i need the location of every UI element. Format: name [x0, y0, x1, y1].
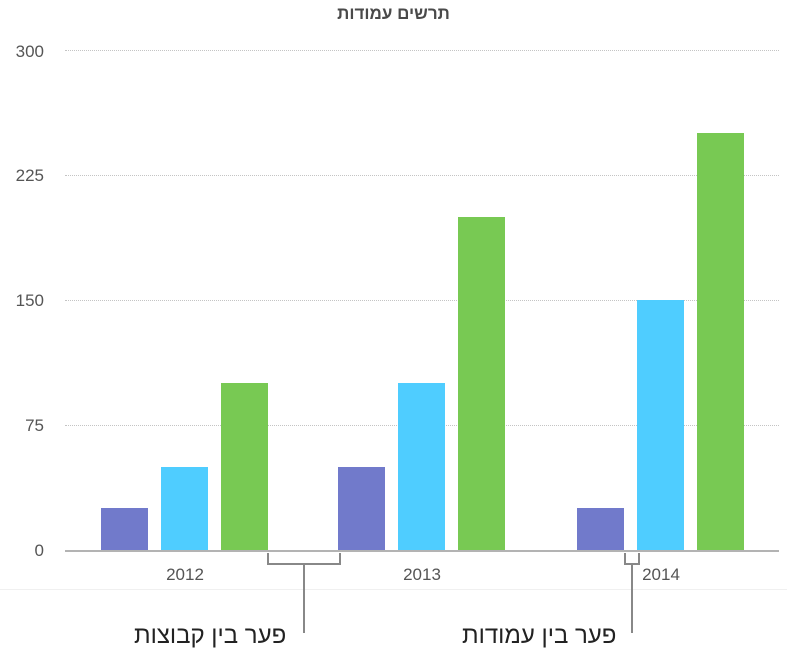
x-label-2014: 2014	[642, 565, 680, 584]
y-tick-75: 75	[25, 416, 44, 435]
x-label-2012: 2012	[166, 565, 204, 584]
group-gap-annotation: פער בין קבוצות	[134, 622, 287, 649]
bar-2013-series-1	[338, 466, 385, 550]
bar-2013-series-2	[398, 383, 445, 550]
bar-2012-series-3	[221, 383, 268, 550]
bar-2014-series-3	[697, 133, 744, 550]
y-tick-300: 300	[15, 42, 44, 61]
chart-title: תרשים עמודות	[337, 4, 450, 23]
gridline-300	[65, 50, 779, 51]
bar-gap-annotation: פער בין עמודות	[462, 622, 617, 649]
x-label-2013: 2013	[403, 565, 441, 584]
bar-2014-series-2	[637, 300, 684, 550]
y-tick-150: 150	[15, 291, 44, 310]
gridline-225	[65, 175, 779, 176]
bar-2013-series-3	[458, 216, 505, 550]
x-axis-line	[65, 550, 779, 552]
bar-2014-series-1	[577, 508, 624, 550]
separator-line	[0, 589, 787, 590]
bar-2012-series-2	[161, 466, 208, 550]
gridline-150	[65, 300, 779, 301]
y-tick-0: 0	[34, 541, 44, 560]
y-tick-225: 225	[15, 166, 44, 185]
bar-2012-series-1	[101, 508, 148, 550]
